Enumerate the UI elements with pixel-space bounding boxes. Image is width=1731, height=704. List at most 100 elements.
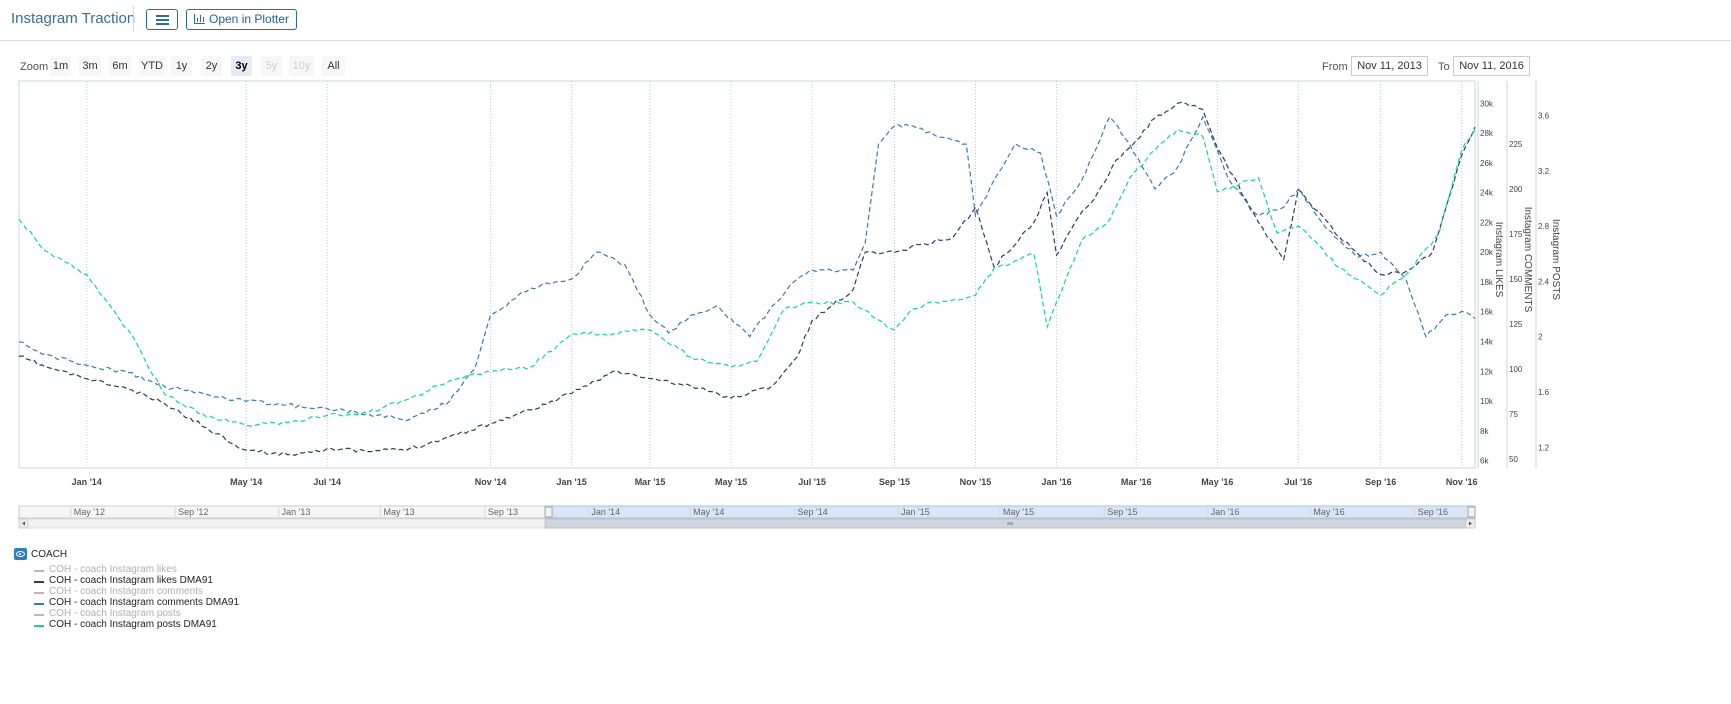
zoom-button-3m[interactable]: 3m: [79, 56, 101, 76]
legend-item-label: COH - coach Instagram likes DMA91: [49, 575, 213, 586]
navigator-tick-label: May '14: [693, 507, 724, 517]
x-tick-label: May '14: [230, 477, 262, 487]
zoom-label: Zoom: [20, 61, 49, 73]
legend-item-label: COH - coach Instagram posts: [49, 608, 181, 619]
legend-swatch: [34, 603, 44, 605]
navigator-tick-label: Sep '12: [178, 507, 208, 517]
navigator-tick-label: Jan '14: [591, 507, 620, 517]
y-tick-label: 2: [1538, 333, 1543, 342]
y-axis-title: Instagram POSTS: [1550, 219, 1561, 300]
to-label: To: [1438, 61, 1450, 73]
header-divider: [133, 6, 134, 32]
legend-item-label: COH - coach Instagram comments DMA91: [49, 597, 240, 608]
y-axis-title: Instagram LIKES: [1493, 222, 1504, 298]
navigator-tick-label: Jan '15: [901, 507, 930, 517]
x-tick-label: Sep '15: [879, 477, 910, 487]
y-tick-label: 175: [1509, 230, 1523, 239]
legend-item-label: COH - coach Instagram posts DMA91: [49, 619, 217, 630]
series-line-1[interactable]: [18, 101, 1476, 456]
y-tick-label: 28k: [1480, 129, 1494, 138]
from-date-input[interactable]: Nov 11, 2013: [1351, 56, 1428, 76]
x-tick-label: May '16: [1201, 477, 1233, 487]
y-tick-label: 225: [1509, 140, 1523, 149]
from-label: From: [1322, 61, 1348, 73]
y-tick-label: 24k: [1480, 189, 1494, 198]
series-line-3[interactable]: [18, 128, 1476, 427]
hamburger-icon-bar: [156, 23, 169, 25]
navigator-tick-label: Jan '16: [1211, 507, 1240, 517]
zoom-button-ytd[interactable]: YTD: [139, 56, 165, 76]
x-tick-label: Jul '16: [1284, 477, 1312, 487]
navigator-tick-label: May '12: [74, 507, 105, 517]
y-tick-label: 26k: [1480, 159, 1494, 168]
scrollbar-thumb[interactable]: [544, 518, 1468, 529]
series-line-2[interactable]: [18, 115, 1476, 422]
x-tick-label: Nov '14: [475, 477, 507, 487]
navigator-tick-label: May '16: [1313, 507, 1344, 517]
zoom-button-10y: 10y: [289, 56, 314, 76]
navigator-tick-label: Sep '16: [1418, 507, 1448, 517]
zoom-button-1y[interactable]: 1y: [171, 56, 192, 76]
y-tick-label: 150: [1509, 275, 1523, 284]
arrow-left-icon: [22, 521, 25, 526]
navigator-handle-left[interactable]: [544, 506, 553, 518]
navigator-tick-label: May '15: [1003, 507, 1034, 517]
open-in-plotter-label: Open in Plotter: [209, 12, 290, 26]
y-tick-label: 1.6: [1538, 388, 1550, 397]
zoom-button-2y[interactable]: 2y: [201, 56, 222, 76]
y-tick-label: 18k: [1480, 278, 1494, 287]
y-tick-label: 50: [1509, 455, 1518, 464]
x-tick-label: Jan '16: [1041, 477, 1071, 487]
zoom-button-1m[interactable]: 1m: [50, 56, 71, 76]
y-tick-label: 200: [1509, 185, 1523, 194]
x-tick-label: Nov '15: [960, 477, 992, 487]
legend-item-label: COH - coach Instagram comments: [49, 586, 203, 597]
to-date-input[interactable]: Nov 11, 2016: [1453, 56, 1530, 76]
arrow-right-icon: [1469, 521, 1472, 526]
legend-swatch: [34, 570, 44, 572]
hamburger-icon-bar: [156, 19, 169, 21]
menu-button[interactable]: [146, 9, 178, 30]
legend-swatch: [34, 614, 44, 616]
bar-chart-icon: [194, 14, 205, 24]
y-tick-label: 100: [1509, 365, 1523, 374]
eye-icon[interactable]: [14, 548, 27, 560]
y-tick-label: 75: [1509, 410, 1518, 419]
y-tick-label: 2.4: [1538, 277, 1550, 286]
navigator-tick-label: Sep '15: [1107, 507, 1137, 517]
navigator-tick-label: May '13: [383, 507, 414, 517]
y-tick-label: 14k: [1480, 337, 1494, 346]
navigator-tick-label: Sep '14: [798, 507, 828, 517]
zoom-button-all[interactable]: All: [322, 56, 345, 76]
y-axis-title: Instagram COMMENTS: [1522, 207, 1533, 313]
x-tick-label: Jul '14: [313, 477, 341, 487]
hamburger-icon: [156, 15, 169, 17]
navigator-tick-label: Jan '13: [282, 507, 311, 517]
y-tick-label: 6k: [1480, 457, 1489, 466]
navigator-tick-label: Sep '13: [488, 507, 518, 517]
y-tick-label: 12k: [1480, 367, 1494, 376]
legend-swatch: [34, 625, 44, 627]
x-tick-label: Jul '15: [798, 477, 826, 487]
page-title: Instagram Traction: [11, 10, 136, 27]
legend-group-label: COACH: [31, 549, 68, 560]
legend-swatch: [34, 592, 44, 594]
x-tick-label: Mar '16: [1121, 477, 1152, 487]
y-tick-label: 10k: [1480, 397, 1494, 406]
zoom-button-3y[interactable]: 3y: [231, 56, 252, 76]
instagram-traction-chart[interactable]: Jan '14 May '14 Jul '14 Nov '14 Jan '15 Mar '…: [0, 80, 1731, 540]
x-tick-label: Nov '16: [1446, 477, 1478, 487]
y-tick-label: 1.2: [1538, 443, 1550, 452]
y-tick-label: 3.6: [1538, 112, 1550, 121]
navigator-handle-right[interactable]: [1467, 506, 1476, 518]
app-header: Instagram Traction Open in Plotter: [0, 0, 1731, 41]
y-tick-label: 3.2: [1538, 167, 1550, 176]
y-tick-label: 22k: [1480, 218, 1494, 227]
zoom-button-6m[interactable]: 6m: [109, 56, 131, 76]
y-tick-label: 20k: [1480, 248, 1494, 257]
y-tick-label: 8k: [1480, 427, 1489, 436]
open-in-plotter-button[interactable]: Open in Plotter: [186, 9, 298, 30]
y-tick-label: 30k: [1480, 99, 1494, 108]
plot-area: [18, 80, 1476, 469]
x-tick-label: Jan '14: [72, 477, 102, 487]
